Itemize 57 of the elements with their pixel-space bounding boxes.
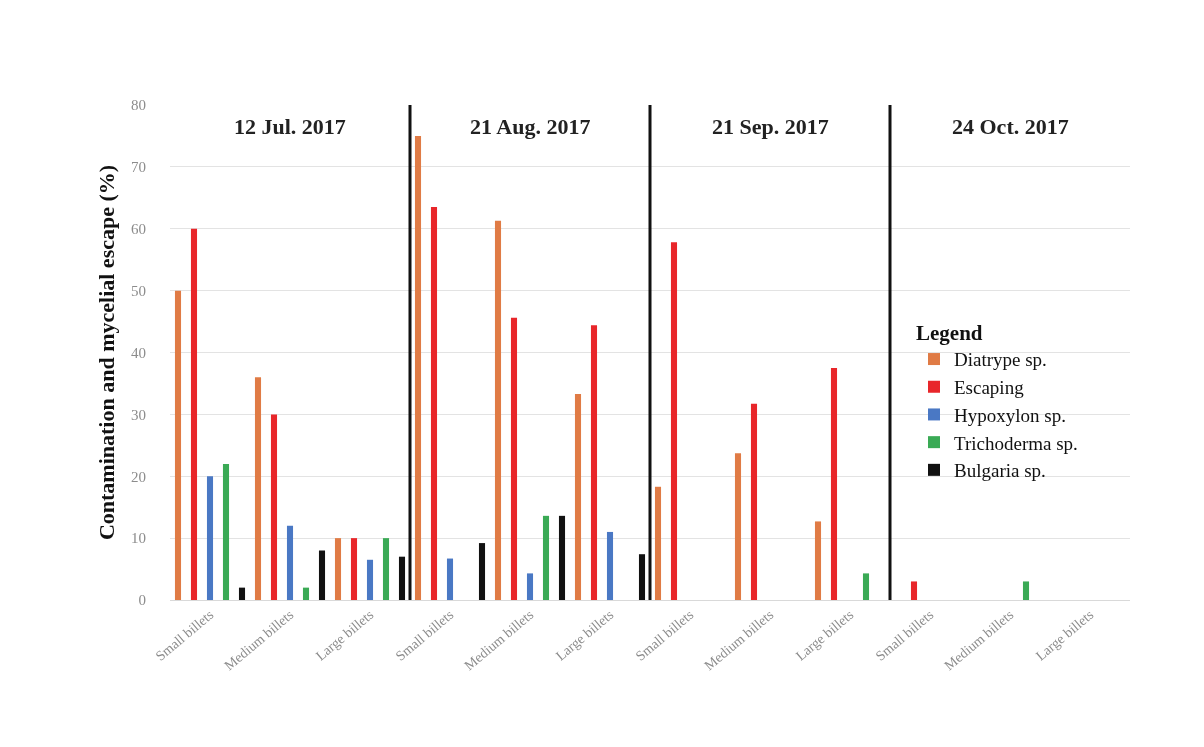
bar [574, 393, 582, 600]
bar [334, 538, 342, 600]
bar [526, 573, 534, 600]
y-tick-label: 50 [131, 282, 146, 299]
annotation: 12 Jul. 2017 [234, 114, 346, 139]
bar [494, 220, 502, 600]
bar [366, 559, 374, 600]
y-tick-label: 40 [131, 344, 146, 361]
bar [190, 228, 198, 600]
annotation: 24 Oct. 2017 [952, 114, 1069, 139]
bar [910, 581, 918, 600]
bar [270, 414, 278, 600]
y-tick-label: 60 [131, 221, 146, 237]
bar [238, 587, 246, 600]
bar [862, 573, 870, 600]
annotation: 21 Sep. 2017 [712, 114, 829, 139]
bar [478, 543, 486, 600]
bar [542, 515, 550, 600]
legend-label: Bulgaria sp. [954, 460, 1046, 482]
legend-title: Legend [916, 321, 983, 346]
bar [350, 538, 358, 600]
bar [670, 242, 678, 600]
bar [606, 531, 614, 600]
bar [510, 317, 518, 600]
bar [286, 525, 294, 600]
y-tick-label: 10 [131, 530, 146, 547]
bar [222, 463, 230, 600]
bar [382, 538, 390, 600]
bar [446, 558, 454, 600]
bar [206, 476, 214, 600]
bar [1022, 581, 1030, 600]
legend-label: Hypoxylon sp. [954, 404, 1066, 426]
bar [734, 453, 742, 600]
bar [414, 135, 422, 600]
legend-label: Diatrype sp. [954, 349, 1047, 371]
bar [590, 325, 598, 600]
y-tick-label: 20 [131, 468, 146, 485]
bar [430, 207, 438, 600]
bar [638, 554, 646, 600]
y-tick-label: 70 [131, 159, 146, 176]
bar [254, 377, 262, 600]
bar [302, 587, 310, 600]
legend-label: Escaping [954, 377, 1025, 399]
bar [750, 403, 758, 600]
bar [814, 521, 822, 600]
y-axis-title: Contamination and mycelial escape (%) [93, 164, 119, 541]
y-tick-label: 30 [131, 406, 146, 423]
bar [398, 556, 406, 600]
annotation: 21 Aug. 2017 [470, 114, 591, 139]
bar [318, 550, 326, 600]
bar [830, 367, 838, 600]
y-tick-label: 80 [131, 97, 146, 114]
bar [558, 515, 566, 600]
y-tick-label: 0 [138, 592, 146, 609]
bar [174, 290, 182, 600]
legend-label: Trichoderma sp. [954, 432, 1078, 454]
bar [654, 486, 662, 600]
